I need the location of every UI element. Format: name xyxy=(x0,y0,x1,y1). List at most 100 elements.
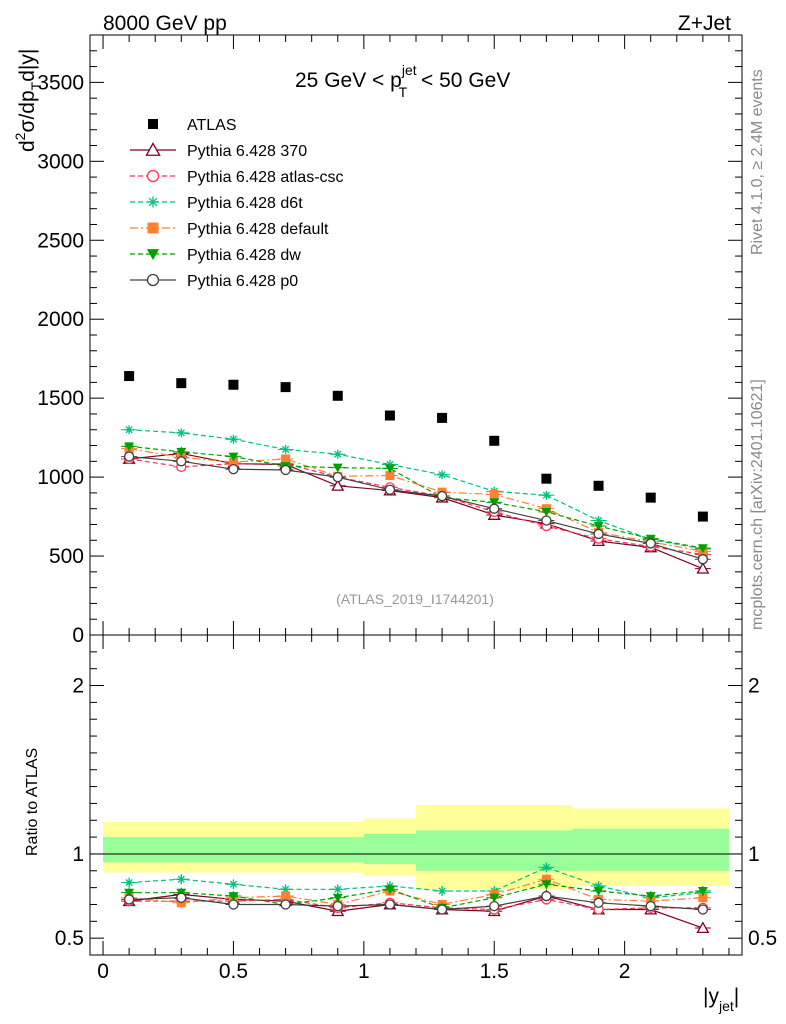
data-point xyxy=(541,507,552,517)
data-point xyxy=(436,490,448,502)
legend-marker xyxy=(146,169,160,183)
x-tick-label: 2 xyxy=(619,960,631,983)
ratio-ytick-label: 2 xyxy=(72,675,84,698)
legend-label: Pythia 6.428 default xyxy=(187,221,329,238)
main-ytick-label: 500 xyxy=(49,545,84,568)
ratio-point xyxy=(698,893,708,903)
data-point xyxy=(124,371,135,382)
data-point xyxy=(228,379,239,390)
legend-entry: Pythia 6.428 p0 xyxy=(130,273,298,290)
data-point xyxy=(593,480,604,491)
data-point xyxy=(228,452,239,462)
ratio-point xyxy=(332,901,343,912)
ratio-line xyxy=(129,883,703,909)
legend-entry: Pythia 6.428 d6t xyxy=(130,195,303,212)
legend-entry: Pythia 6.428 atlas-csc xyxy=(130,169,344,186)
main-ytick-label: 3000 xyxy=(37,150,84,173)
x-tick-label: 1.5 xyxy=(480,960,509,983)
data-point xyxy=(124,442,135,452)
legend-marker xyxy=(147,222,159,234)
legend-label: Pythia 6.428 atlas-csc xyxy=(187,169,344,186)
data-point xyxy=(541,490,551,500)
ratio-point xyxy=(696,921,710,934)
legend-label: ATLAS xyxy=(187,117,237,134)
data-point xyxy=(332,463,343,473)
data-point xyxy=(176,428,186,438)
ratio-point xyxy=(123,894,135,905)
data-point xyxy=(228,434,238,444)
ratio-point xyxy=(593,887,604,896)
ratio-series-pythia-6-428-370 xyxy=(121,887,711,934)
legend: ATLAS Pythia 6.428 370 Pythia 6.428 atlas-… xyxy=(130,117,344,290)
data-point xyxy=(228,464,239,475)
data-point xyxy=(489,498,500,508)
header-right: Z+Jet xyxy=(678,12,731,35)
ratio-point xyxy=(645,892,656,902)
analysis-watermark: (ATLAS_2019_I1744201) xyxy=(336,591,494,607)
series-line xyxy=(129,429,703,550)
data-point xyxy=(332,390,343,401)
ratio-point xyxy=(176,874,186,884)
data-point xyxy=(332,471,343,483)
ratio-ytick-label: 0.5 xyxy=(55,927,84,950)
uncertainty-band-green xyxy=(363,833,416,865)
data-point xyxy=(331,479,345,491)
series-pythia-6-428-d6t xyxy=(121,425,711,554)
data-point xyxy=(437,412,448,423)
data-point xyxy=(593,528,604,540)
ratio-point xyxy=(228,899,239,910)
ratio-point xyxy=(645,901,656,912)
data-point xyxy=(593,522,604,532)
data-point xyxy=(489,503,500,514)
x-tick-label: 0.5 xyxy=(219,960,248,983)
ratio-point xyxy=(541,874,551,884)
uncertainty-band-green xyxy=(572,828,729,871)
ratio-point xyxy=(541,890,552,902)
data-point xyxy=(280,382,291,393)
ratio-line xyxy=(129,895,703,911)
ratio-point xyxy=(489,901,500,912)
uncertainty-band-green xyxy=(103,837,364,863)
data-point xyxy=(437,470,447,480)
data-point xyxy=(541,515,552,526)
legend-label: Pythia 6.428 p0 xyxy=(187,273,298,290)
x-tick-label: 1 xyxy=(358,960,370,983)
main-ytick-label: 0 xyxy=(72,624,84,647)
ratio-point xyxy=(697,887,708,896)
data-point xyxy=(280,464,291,476)
data-point xyxy=(281,444,291,454)
data-point xyxy=(176,456,187,467)
ratio-point xyxy=(541,880,552,890)
ratio-point xyxy=(593,897,604,908)
ratio-panel: 0.5 0.5 1 1 2 2 0 0.5 1 1.5 2 xyxy=(55,634,777,983)
series-pythia-6-428-370 xyxy=(121,446,711,574)
data-point xyxy=(645,538,656,549)
series-line xyxy=(129,445,703,549)
side-label-rivet: Rivet 4.1.0, ≥ 2.4M events xyxy=(749,69,766,255)
data-point xyxy=(645,492,656,503)
ratio-ylabel: Ratio to ATLAS xyxy=(24,748,41,856)
ratio-ytick-label-right: 2 xyxy=(748,675,760,698)
legend-label: Pythia 6.428 370 xyxy=(187,143,307,160)
side-label-mcplots: mcplots.cern.ch [arXiv:2401.10621] xyxy=(749,379,766,630)
ratio-ytick-label-right: 0.5 xyxy=(748,927,777,950)
main-ytick-label: 2500 xyxy=(37,229,84,252)
ratio-point xyxy=(332,893,343,903)
legend-marker xyxy=(148,119,158,129)
series-line xyxy=(129,455,704,560)
legend-marker xyxy=(146,273,160,287)
ratio-line xyxy=(129,898,703,911)
data-point xyxy=(384,484,396,495)
legend-entry: Pythia 6.428 370 xyxy=(130,142,307,160)
ratio-line xyxy=(129,878,703,906)
data-point xyxy=(541,473,552,484)
ratio-point xyxy=(228,892,239,902)
data-point xyxy=(228,457,238,467)
series-pythia-6-428-default xyxy=(121,444,711,556)
main-ytick-label: 2000 xyxy=(37,308,84,331)
legend-entry: Pythia 6.428 default xyxy=(130,221,329,238)
ratio-point xyxy=(697,904,709,915)
ratio-point xyxy=(436,904,448,915)
series-pythia-6-428-p0 xyxy=(121,451,711,565)
